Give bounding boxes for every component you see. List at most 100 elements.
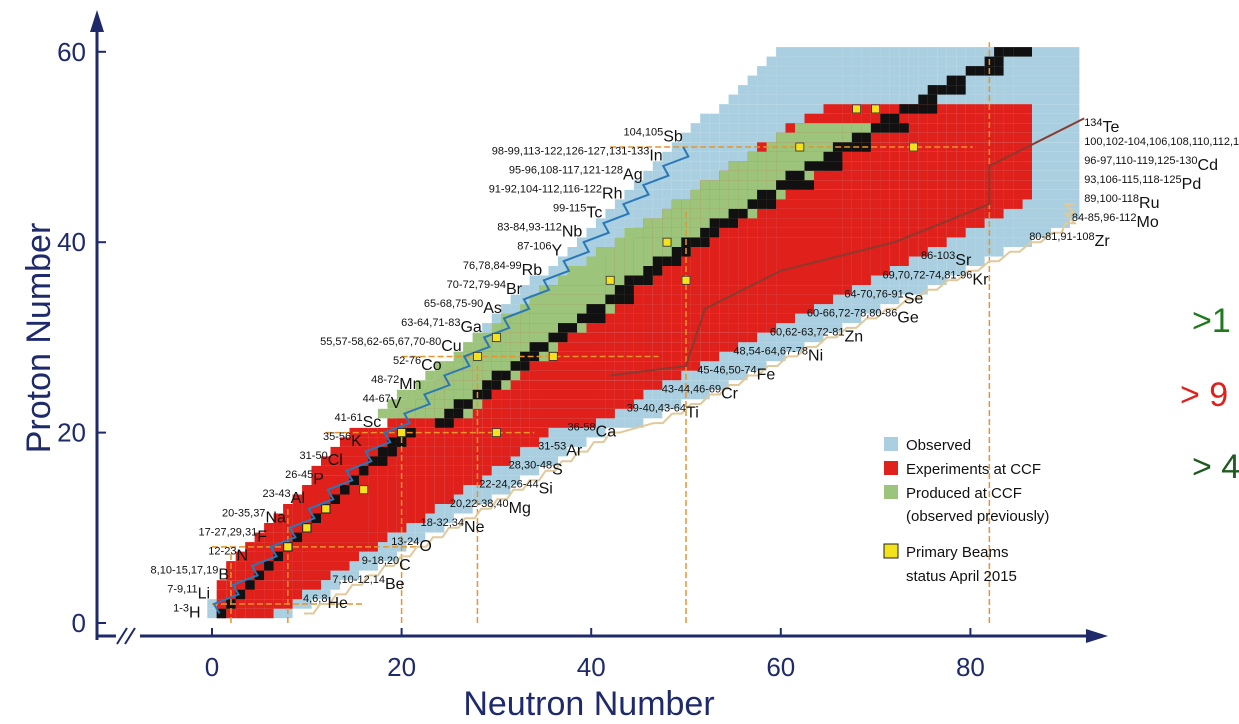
experiment-cell bbox=[956, 113, 966, 124]
observed-cell bbox=[842, 66, 852, 76]
produced-cell bbox=[510, 323, 521, 333]
experiment-cell bbox=[899, 247, 909, 257]
observed-cell bbox=[700, 370, 710, 381]
experiment-cell bbox=[937, 104, 947, 114]
produced-cell bbox=[633, 266, 644, 276]
produced-cell bbox=[766, 161, 777, 171]
observed-cell bbox=[1051, 123, 1061, 133]
produced-cell bbox=[377, 408, 388, 419]
experiment-cell bbox=[757, 304, 767, 314]
experiment-cell bbox=[984, 151, 995, 162]
observed-cell bbox=[1069, 85, 1080, 95]
stable-cell bbox=[823, 161, 833, 171]
produced-cell bbox=[529, 294, 540, 305]
experiment-cell bbox=[605, 323, 615, 333]
primary-beam-marker bbox=[283, 542, 293, 552]
stable-cell bbox=[377, 456, 388, 466]
stable-cell bbox=[491, 370, 502, 381]
produced-cell bbox=[577, 285, 587, 295]
observed-cell bbox=[738, 94, 748, 105]
stable-cell bbox=[614, 294, 625, 305]
produced-cell bbox=[776, 189, 786, 200]
produced-cell bbox=[491, 361, 502, 371]
observed-cell bbox=[690, 123, 701, 133]
observed-cell bbox=[444, 504, 454, 514]
y-tick-label: 0 bbox=[72, 608, 86, 638]
experiment-cell bbox=[766, 275, 777, 285]
observed-cell bbox=[1051, 113, 1061, 124]
produced-cell bbox=[472, 342, 483, 352]
produced-cell bbox=[510, 370, 521, 381]
experiment-cell bbox=[463, 446, 473, 457]
stable-cell bbox=[766, 189, 777, 200]
experiment-cell bbox=[273, 570, 284, 581]
element-label: 52-76Co bbox=[393, 355, 442, 374]
stable-cell bbox=[558, 323, 568, 333]
experiment-cell bbox=[520, 418, 530, 428]
observed-cell bbox=[994, 94, 1004, 105]
observed-cell bbox=[975, 56, 985, 67]
experiment-cell bbox=[624, 323, 634, 333]
experiment-cell bbox=[804, 189, 814, 200]
experiment-cell bbox=[814, 266, 824, 276]
element-label: 99-115Tc bbox=[553, 203, 602, 222]
produced-cell bbox=[415, 380, 426, 390]
observed-cell bbox=[1041, 189, 1051, 200]
experiment-cell bbox=[321, 456, 331, 466]
observed-cell bbox=[832, 94, 843, 105]
experiment-cell bbox=[994, 161, 1004, 171]
observed-cell bbox=[681, 132, 691, 143]
produced-cell bbox=[690, 199, 701, 209]
experiment-cell bbox=[406, 475, 416, 485]
observed-cell bbox=[330, 570, 340, 581]
experiment-cell bbox=[766, 208, 777, 219]
observed-cell bbox=[728, 370, 739, 381]
observed-cell bbox=[1003, 218, 1014, 228]
produced-cell bbox=[558, 275, 568, 285]
produced-cell bbox=[719, 180, 729, 190]
stable-cell bbox=[311, 513, 321, 523]
produced-cell bbox=[690, 218, 701, 228]
observed-cell bbox=[738, 351, 748, 362]
experiment-cell bbox=[605, 389, 615, 400]
experiment-cell bbox=[624, 361, 634, 371]
observed-cell bbox=[918, 256, 928, 266]
experiment-cell bbox=[633, 389, 644, 400]
experiment-cell bbox=[482, 437, 492, 447]
experiment-cell bbox=[264, 551, 274, 562]
observed-cell bbox=[757, 361, 767, 371]
experiment-cell bbox=[377, 504, 388, 514]
experiment-cell bbox=[728, 294, 739, 305]
experiment-cell bbox=[994, 189, 1004, 200]
experiment-cell bbox=[548, 370, 558, 381]
experiment-cell bbox=[510, 418, 521, 428]
experiment-cell bbox=[368, 437, 378, 447]
observed-cell bbox=[975, 47, 985, 57]
produced-cell bbox=[776, 151, 786, 162]
observed-cell bbox=[994, 237, 1004, 247]
experiment-cell bbox=[558, 351, 568, 362]
experiment-cell bbox=[757, 285, 767, 295]
observed-cell bbox=[1060, 75, 1070, 86]
experiment-cell bbox=[965, 123, 976, 133]
experiment-cell bbox=[832, 266, 843, 276]
observed-cell bbox=[1032, 85, 1042, 95]
experiment-cell bbox=[690, 247, 701, 257]
observed-cell bbox=[539, 456, 549, 466]
experiment-cell bbox=[577, 342, 587, 352]
stable-cell bbox=[652, 266, 663, 276]
experiment-cell bbox=[728, 247, 739, 257]
observed-cell bbox=[956, 66, 966, 76]
experiment-cell bbox=[1022, 189, 1032, 200]
observed-cell bbox=[814, 94, 824, 105]
observed-cell bbox=[311, 589, 321, 600]
experiment-cell bbox=[889, 247, 900, 257]
experiment-cell bbox=[396, 475, 407, 485]
experiment-cell bbox=[956, 151, 966, 162]
produced-cell bbox=[709, 180, 720, 190]
experiment-cell bbox=[709, 323, 720, 333]
stable-cell bbox=[245, 580, 255, 590]
experiment-cell bbox=[434, 437, 445, 447]
observed-cell bbox=[851, 94, 862, 105]
observed-cell bbox=[965, 56, 976, 67]
